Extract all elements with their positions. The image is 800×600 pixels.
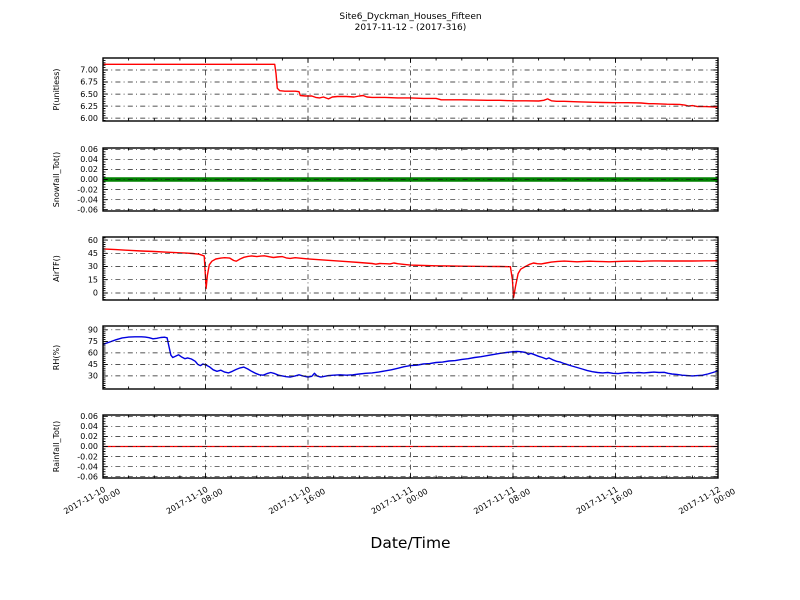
rh-y-axis-label: RH(%) xyxy=(52,345,61,370)
panel-rh: 30 45 60 75 90 RH(%) xyxy=(52,325,719,390)
axes-border xyxy=(102,147,719,212)
airtf-series-line xyxy=(103,248,718,299)
x-tick-label: 2017-11-1200:00 xyxy=(677,479,737,524)
x-tick-label: 2017-11-1116:00 xyxy=(575,479,635,524)
p-unitless-y-tick-label: 6.25 xyxy=(80,102,98,111)
snowfall-tot-y-tick-label: -0.04 xyxy=(77,195,98,204)
p-unitless-series-line xyxy=(103,63,718,108)
chart-title-line1: Site6_Dyckman_Houses_Fifteen xyxy=(339,12,481,22)
axes-border xyxy=(102,57,719,122)
rainfall-tot-y-tick-label: -0.02 xyxy=(77,452,98,461)
rainfall-tot-y-tick-label: -0.06 xyxy=(77,472,98,481)
airtf-y-axis-label: AirTF() xyxy=(52,255,61,282)
x-axis-label: Date/Time xyxy=(370,534,450,552)
p-unitless-y-tick-label: 6.75 xyxy=(80,78,98,87)
x-tick-label: 2017-11-1008:00 xyxy=(165,479,225,524)
rainfall-tot-y-tick-label: -0.04 xyxy=(77,462,98,471)
rainfall-tot-y-tick-label: 0.04 xyxy=(80,422,98,431)
airtf-y-tick-label: 0 xyxy=(93,289,98,298)
snowfall-tot-y-tick-label: 0.02 xyxy=(80,165,98,174)
rh-series-line xyxy=(103,336,718,378)
rh-y-tick-label: 60 xyxy=(88,349,98,358)
airtf-y-tick-label: 15 xyxy=(88,275,98,284)
snowfall-tot-y-tick-label: -0.02 xyxy=(77,185,98,194)
chart-title-line2: 2017-11-12 - (2017-316) xyxy=(355,23,467,33)
snowfall-tot-y-tick-label: 0.04 xyxy=(80,155,98,164)
rainfall-tot-y-axis-label: Rainfall_Tot() xyxy=(52,421,61,473)
x-tick-label: 2017-11-1100:00 xyxy=(370,479,430,524)
p-unitless-y-axis-label: P(unitless) xyxy=(52,68,61,110)
rh-y-tick-label: 45 xyxy=(88,360,98,369)
panel-snowfall-tot: -0.06-0.04-0.020.000.020.040.06 Snowfall_… xyxy=(52,145,719,214)
axes-border xyxy=(102,414,719,479)
airtf-y-tick-label: 60 xyxy=(88,236,98,245)
snowfall-tot-y-tick-label: 0.00 xyxy=(80,175,98,184)
x-tick-label: 2017-11-1108:00 xyxy=(472,479,532,524)
axes-border xyxy=(102,325,719,390)
rh-y-tick-label: 75 xyxy=(88,337,98,346)
panel-rainfall-tot: -0.06-0.04-0.020.000.020.040.06 Rainfall_… xyxy=(52,412,719,481)
x-tick-label: 2017-11-1000:00 xyxy=(62,479,122,524)
p-unitless-y-tick-label: 7.00 xyxy=(80,66,98,75)
snowfall-tot-y-tick-label: -0.06 xyxy=(77,205,98,214)
rainfall-tot-y-tick-label: 0.00 xyxy=(80,442,98,451)
rh-y-tick-label: 90 xyxy=(88,326,98,335)
panel-airtf: 0 15 30 45 60 AirTF() xyxy=(52,236,719,301)
p-unitless-y-tick-label: 6.00 xyxy=(80,114,98,123)
rh-y-tick-label: 30 xyxy=(88,372,98,381)
airtf-y-tick-label: 30 xyxy=(88,262,98,271)
snowfall-tot-y-tick-label: 0.06 xyxy=(80,145,98,154)
rainfall-tot-y-tick-label: 0.02 xyxy=(80,432,98,441)
panel-p-unitless: 6.00 6.25 6.50 6.75 7.00 P(unitless) xyxy=(52,57,719,123)
snowfall-tot-y-axis-label: Snowfall_Tot() xyxy=(52,152,61,208)
airtf-y-tick-label: 45 xyxy=(88,249,98,258)
p-unitless-y-tick-label: 6.50 xyxy=(80,90,98,99)
x-tick-label: 2017-11-1016:00 xyxy=(267,479,327,524)
axes-border xyxy=(102,236,719,301)
rainfall-tot-y-tick-label: 0.06 xyxy=(80,412,98,421)
